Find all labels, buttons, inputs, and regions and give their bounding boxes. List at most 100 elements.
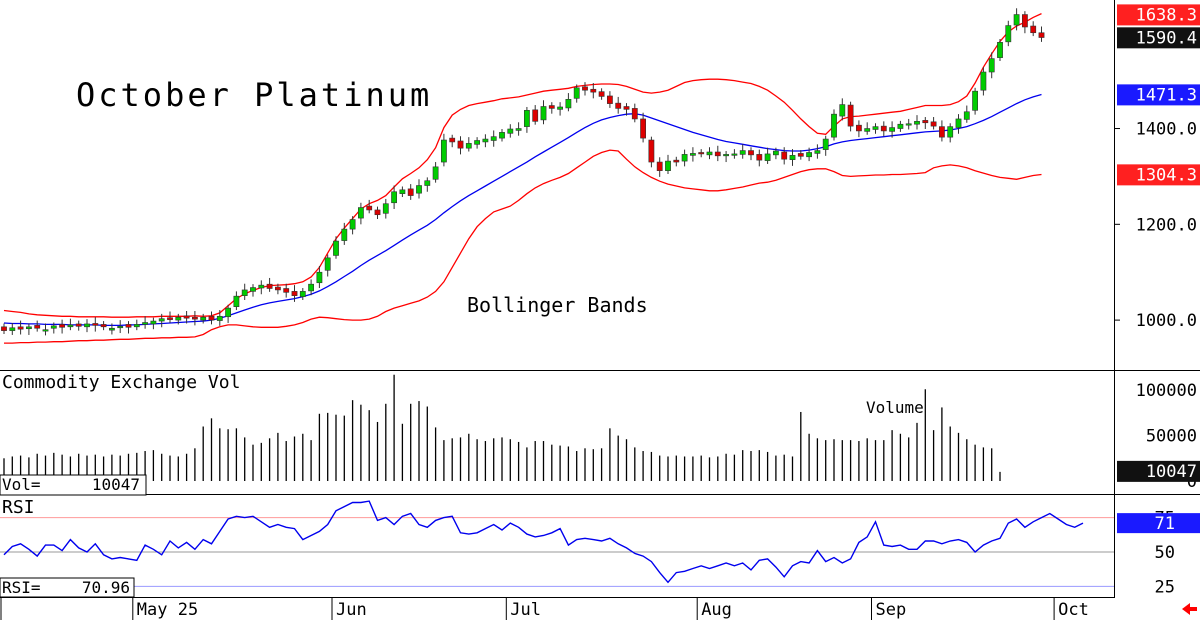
candle — [424, 177, 431, 192]
volume-annotation: Volume — [866, 398, 924, 417]
candle — [391, 185, 397, 209]
candle — [582, 82, 588, 96]
candle — [540, 100, 547, 125]
candle-body — [1030, 25, 1037, 34]
candle-body — [1005, 25, 1012, 43]
candle — [291, 285, 298, 302]
candle — [474, 137, 480, 149]
candle — [133, 319, 140, 331]
candle-body — [814, 150, 821, 154]
candle-body — [258, 284, 265, 289]
candle-body — [175, 316, 182, 321]
volume-readout-box — [0, 474, 147, 496]
candle-body — [308, 283, 314, 292]
candle-body — [789, 155, 796, 160]
candle-body — [333, 240, 339, 256]
candle-body — [283, 288, 290, 293]
candle-body — [897, 123, 904, 129]
candle — [183, 311, 190, 324]
candle — [631, 103, 638, 123]
candle — [872, 123, 879, 134]
candle-body — [1038, 32, 1045, 38]
candle-body — [117, 326, 124, 329]
candle — [565, 93, 572, 112]
candle-body — [623, 106, 630, 110]
candle-body — [399, 189, 406, 194]
candle — [789, 149, 796, 166]
candle — [606, 91, 613, 108]
candle-body — [889, 127, 895, 132]
candle-body — [407, 188, 414, 196]
candle — [640, 112, 646, 143]
candle-body — [25, 326, 32, 330]
candle-body — [748, 150, 754, 156]
rsi-axis: 75502571 — [1117, 509, 1200, 597]
candle-body — [167, 317, 173, 320]
volume-tick-label: 100000 — [1136, 381, 1197, 401]
candle-body — [631, 108, 638, 120]
price-level-label: 1638.3 — [1136, 5, 1197, 25]
candle — [689, 147, 696, 162]
candle — [42, 323, 49, 336]
candle — [955, 114, 962, 134]
candle — [175, 313, 182, 325]
candle-body — [955, 118, 962, 128]
candle — [706, 147, 713, 160]
candle — [980, 67, 987, 96]
candle-body — [432, 166, 439, 180]
candle-body — [158, 318, 165, 322]
candle-body — [922, 120, 929, 124]
candle — [748, 147, 754, 161]
candle — [109, 323, 115, 335]
candle-body — [233, 295, 240, 307]
candle-body — [208, 315, 215, 321]
rsi-readout-box — [0, 577, 135, 598]
candle-body — [299, 291, 306, 297]
candle — [681, 149, 688, 167]
candle — [615, 96, 622, 114]
candle-body — [880, 125, 887, 132]
candle-body — [930, 121, 937, 127]
candle — [142, 316, 148, 329]
candle-body — [324, 257, 331, 271]
candle-body — [150, 320, 157, 325]
candle-body — [914, 121, 920, 125]
volume-current-label: 10047 — [1146, 462, 1197, 482]
candle-body — [557, 106, 563, 110]
candle — [1005, 20, 1012, 47]
candle — [1030, 21, 1037, 37]
candle — [764, 147, 771, 164]
candle — [665, 154, 671, 175]
rsi-readout-value: 70.96 — [82, 578, 130, 597]
price-level-label: 1590.4 — [1136, 28, 1197, 48]
x-axis-label: Sep — [876, 600, 907, 620]
candle-body — [938, 126, 945, 138]
candle-body — [822, 138, 829, 150]
candle-body — [872, 126, 879, 130]
candle — [731, 149, 738, 159]
candle-body — [665, 160, 671, 171]
candle-body — [640, 118, 646, 139]
candle-body — [756, 154, 763, 161]
bollinger-bands-annotation: Bollinger Bands — [467, 293, 648, 317]
candle — [490, 130, 497, 147]
candle — [814, 144, 821, 159]
candle — [507, 124, 514, 138]
candle-body — [440, 139, 447, 163]
chart-title: October Platinum — [76, 76, 432, 114]
volume-panel: Commodity Exchange Vol Volume 100000 5000… — [0, 372, 1200, 496]
x-axis-label: Aug — [701, 600, 732, 620]
left-arrow-icon[interactable] — [1182, 603, 1197, 615]
candle — [1021, 11, 1028, 34]
rsi-panel-title: RSI — [2, 497, 35, 518]
candle-body — [474, 140, 480, 145]
candle — [590, 83, 597, 99]
candle-body — [673, 159, 680, 163]
candle — [192, 311, 198, 326]
candle-body — [416, 185, 422, 194]
candle-body — [100, 324, 107, 328]
candle — [457, 136, 464, 155]
candle — [947, 123, 954, 143]
candle-body — [133, 324, 140, 328]
